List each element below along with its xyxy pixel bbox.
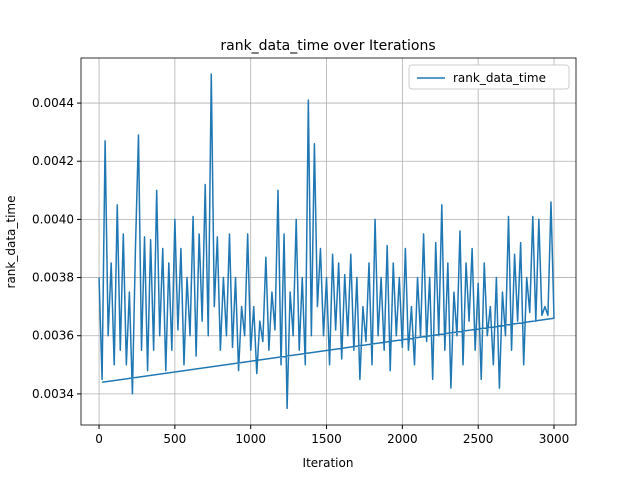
legend-box <box>408 64 570 90</box>
x-tick-label: 0 <box>95 432 103 446</box>
x-tick-label: 500 <box>163 432 186 446</box>
x-tick-label: 1500 <box>311 432 342 446</box>
chart-title: rank_data_time over Iterations <box>220 38 435 54</box>
x-tick-label: 2500 <box>463 432 494 446</box>
x-axis-label: Iteration <box>303 456 354 470</box>
y-tick-label: 0.0044 <box>32 96 74 110</box>
y-tick-label: 0.0038 <box>32 271 74 285</box>
y-axis-label: rank_data_time <box>4 196 18 289</box>
legend-label: rank_data_time <box>453 71 546 85</box>
x-tick-label: 3000 <box>539 432 570 446</box>
data-line <box>98 73 555 410</box>
y-tick-label: 0.0036 <box>32 329 74 343</box>
x-tick-label: 2000 <box>387 432 418 446</box>
y-tick-label: 0.0040 <box>32 212 74 226</box>
plot-frame <box>80 57 577 426</box>
y-tick-label: 0.0034 <box>32 387 74 401</box>
x-tick-label: 1000 <box>235 432 266 446</box>
y-tick-label: 0.0042 <box>32 154 74 168</box>
